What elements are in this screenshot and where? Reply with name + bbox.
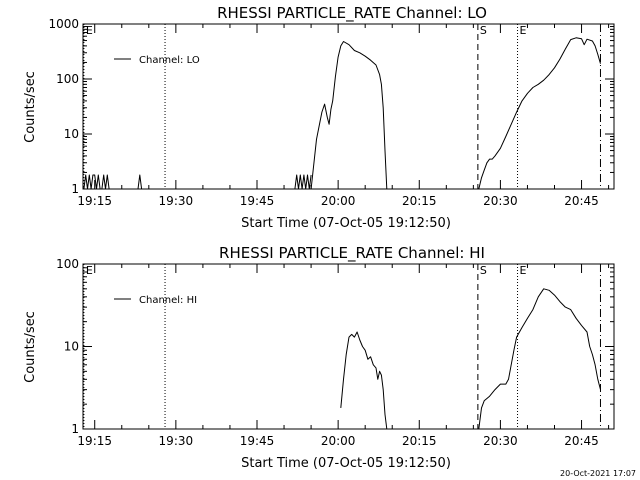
event-marker-label: S (480, 24, 487, 37)
x-tick-label: 20:15 (402, 434, 437, 448)
y-tick-label: 100 (56, 72, 79, 86)
x-tick-label: 20:15 (402, 194, 437, 208)
series-line-segment (340, 331, 388, 429)
series-line-segment (137, 174, 143, 189)
x-axis-label: Start Time (07-Oct-05 19:12:50) (241, 216, 451, 231)
x-tick-label: 20:45 (564, 434, 599, 448)
x-tick-label: 20:45 (564, 194, 599, 208)
event-marker-label: E (520, 24, 527, 37)
chart-title: RHESSI PARTICLE_RATE Channel: LO (217, 4, 487, 23)
x-tick-label: 20:30 (483, 194, 518, 208)
y-tick-label: 10 (64, 127, 79, 141)
series-line-segment (478, 288, 601, 429)
event-marker-label: S (480, 264, 487, 277)
series-line-segment (294, 174, 312, 189)
x-tick-label: 19:45 (240, 434, 275, 448)
y-tick-label: 100 (56, 257, 79, 271)
x-tick-label: 19:45 (240, 194, 275, 208)
y-tick-label: 1000 (48, 17, 79, 31)
event-marker-label: E (86, 24, 93, 37)
y-axis-label: Counts/sec (23, 71, 38, 143)
x-tick-label: 20:00 (321, 194, 356, 208)
chart-lo-channel: RHESSI PARTICLE_RATE Channel: LO Start T… (23, 4, 615, 231)
x-tick-label: 20:00 (321, 434, 356, 448)
legend-entry: Channel: LO (139, 55, 200, 66)
event-marker-label: E (520, 264, 527, 277)
plot-frame (82, 263, 615, 430)
x-axis-label: Start Time (07-Oct-05 19:12:50) (241, 456, 451, 471)
x-tick-label: 19:15 (77, 434, 112, 448)
chart-hi-channel: RHESSI PARTICLE_RATE Channel: HI Start T… (23, 244, 615, 471)
x-tick-label: 19:15 (77, 194, 112, 208)
chart-legend: Channel: LO (114, 55, 200, 66)
x-tick-label: 20:30 (483, 434, 518, 448)
event-marker-label: E (86, 264, 93, 277)
series-line-segment (310, 41, 388, 189)
series-line-segment (83, 174, 110, 189)
y-tick-label: 1 (71, 422, 79, 436)
plot-frame (82, 23, 615, 190)
chart-legend: Channel: HI (114, 295, 197, 306)
x-tick-label: 19:30 (159, 194, 194, 208)
y-axis-label: Counts/sec (23, 311, 38, 383)
series-line-segment (478, 37, 601, 189)
chart-title: RHESSI PARTICLE_RATE Channel: HI (219, 244, 485, 263)
y-tick-label: 10 (64, 340, 79, 354)
x-tick-label: 19:30 (159, 434, 194, 448)
y-tick-label: 1 (71, 182, 79, 196)
legend-entry: Channel: HI (139, 295, 197, 306)
render-timestamp: 20-Oct-2021 17:07 (560, 469, 636, 478)
